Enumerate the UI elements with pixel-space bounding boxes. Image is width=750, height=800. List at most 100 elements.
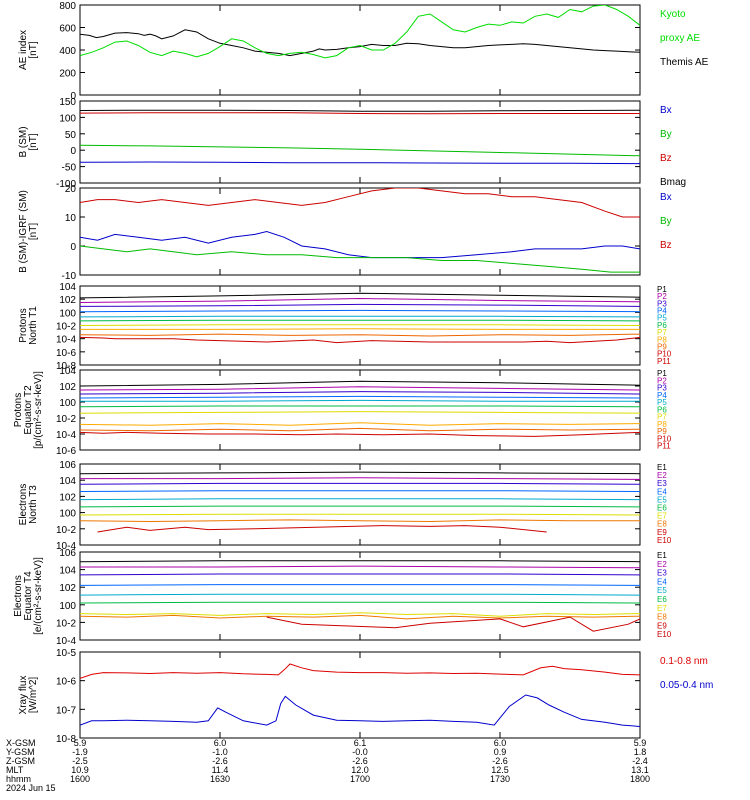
y-tick-label: 10-2 — [56, 618, 76, 629]
legend-entry: E4 — [657, 577, 667, 586]
series-line — [80, 328, 640, 330]
orbit-row-value: -1.9 — [72, 747, 88, 757]
y-axis-label-line: [W/m^2] — [28, 677, 39, 714]
orbit-row-value: 6.0 — [494, 738, 507, 748]
orbit-row-value: 1800 — [630, 774, 650, 784]
y-axis-label: Electrons Equator T4 [e/(cm²-s-sr-keV)] — [13, 557, 44, 635]
orbit-row-value: -1.0 — [212, 747, 228, 757]
series-line — [80, 427, 640, 432]
series-group — [80, 471, 640, 533]
legend-entry: P3 — [657, 384, 667, 393]
series-line — [80, 593, 640, 596]
series-line — [80, 565, 640, 569]
legend-entry: E8 — [657, 520, 667, 529]
y-tick-label: 100 — [59, 509, 76, 520]
series-line — [80, 471, 640, 475]
series-line — [80, 399, 640, 402]
legend-entry: P8 — [657, 335, 667, 344]
legend-entry: P10 — [657, 434, 672, 443]
series-line — [80, 391, 640, 395]
series-line — [97, 525, 547, 533]
y-axis-label-line: North T1 — [28, 306, 39, 345]
orbit-row-value: 12.0 — [351, 765, 369, 775]
y-tick-label: 104 — [59, 566, 76, 577]
y-tick-label: 102 — [59, 382, 76, 393]
panel-5: 10-6 10-4 10-2 100 102 104 Protons Equator T2 [p… — [13, 366, 672, 457]
y-axis-label-line: Xray flux — [18, 676, 29, 715]
y-tick-label: -100 — [56, 179, 76, 190]
legend-entry: P1 — [657, 369, 667, 378]
series-line — [80, 663, 640, 679]
legend-entry: E5 — [657, 495, 667, 504]
series-line — [80, 144, 640, 157]
y-tick-label: 104 — [59, 476, 76, 487]
y-tick-label: 102 — [59, 583, 76, 594]
series-line — [80, 303, 640, 307]
y-axis-label-line: [e/(cm²-s-sr-keV)] — [33, 557, 44, 635]
y-tick-label: 104 — [59, 282, 76, 293]
series-group — [80, 380, 640, 437]
y-axis-label: Protons North T1 — [18, 306, 39, 345]
y-tick-label: -50 — [62, 163, 77, 174]
legend-entry: P9 — [657, 427, 667, 436]
orbit-row-label: MLT — [6, 765, 24, 775]
series-group — [80, 109, 640, 165]
legend-entry: E7 — [657, 512, 667, 521]
legend-entry: P2 — [657, 376, 667, 385]
series-line — [80, 5, 640, 59]
series-line — [80, 380, 640, 387]
y-tick-label: -10 — [62, 271, 77, 282]
y-tick-label: 10-4 — [56, 541, 76, 552]
date-label: 2024 Jun 15 — [6, 783, 56, 793]
y-tick-label: 106 — [59, 548, 76, 559]
series-line — [80, 477, 640, 480]
orbit-row-value: 1730 — [490, 774, 510, 784]
y-axis-label-line: B (SM) — [18, 126, 29, 157]
y-axis-label-line: Protons — [18, 308, 29, 342]
legend-entry: P7 — [657, 413, 667, 422]
panel-frame — [79, 651, 641, 739]
legend-entry: P5 — [657, 398, 667, 407]
y-axis-label-line: North T3 — [28, 485, 39, 524]
legend-entry: P11 — [657, 442, 671, 451]
y-axis-label-line: Electrons — [13, 575, 24, 617]
legend-entry: E10 — [657, 630, 672, 639]
legend-entry: Bx — [660, 105, 672, 116]
legend-entry: P1 — [657, 285, 667, 294]
orbit-row-value: 6.1 — [354, 738, 367, 748]
orbit-row-value: -2.4 — [632, 756, 648, 766]
y-axis-label: B (SM) [nT] — [18, 126, 39, 157]
legend-entry: P3 — [657, 299, 667, 308]
y-tick-label: 20 — [65, 184, 77, 195]
legend-entry: Bx — [660, 192, 672, 203]
panel-2: -100 -50 0 50 100 150 B (SM) [nT] Bx By Bz Bmag — [18, 97, 686, 190]
y-tick-label: 50 — [65, 130, 77, 141]
legend-entry: proxy AE — [660, 33, 700, 44]
legend-entry: E3 — [657, 479, 667, 488]
y-axis-label-line: Equator T2 — [23, 385, 34, 435]
orbit-row-value: -2.6 — [352, 756, 368, 766]
y-tick-label: 102 — [59, 295, 76, 306]
y-axis-label-line: Electrons — [18, 484, 29, 526]
series-group — [80, 560, 640, 632]
orbit-row-value: -0.0 — [352, 747, 368, 757]
panel-frame — [79, 187, 641, 276]
series-line — [80, 694, 640, 727]
legend-entry: Bz — [660, 153, 672, 164]
panel-frame — [79, 369, 641, 451]
y-tick-label: 10-6 — [56, 348, 76, 359]
y-tick-label: 100 — [59, 113, 76, 124]
orbit-row-value: 13.1 — [631, 765, 649, 775]
legend-entry: Themis AE — [660, 57, 709, 68]
legend-entry: E9 — [657, 621, 667, 630]
series-line — [80, 612, 640, 617]
series-line — [80, 315, 640, 318]
series-group — [80, 663, 640, 727]
orbit-row-value: 1700 — [350, 774, 370, 784]
orbit-row-value: -2.5 — [72, 756, 88, 766]
series-line — [80, 422, 640, 426]
legend-entry: Bz — [660, 240, 672, 251]
y-tick-label: 400 — [59, 46, 76, 57]
